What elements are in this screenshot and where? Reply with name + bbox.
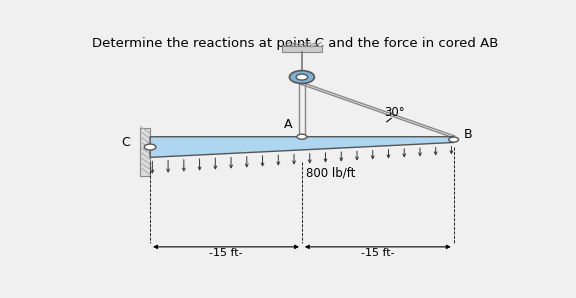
Circle shape	[145, 144, 156, 150]
Text: -15 ft-: -15 ft-	[361, 248, 395, 257]
Circle shape	[296, 74, 308, 80]
Polygon shape	[150, 137, 454, 157]
Text: Determine the reactions at point C and the force in cored AB: Determine the reactions at point C and t…	[92, 37, 498, 50]
Bar	[141, 128, 150, 176]
Bar	[282, 46, 322, 52]
Circle shape	[297, 134, 307, 139]
Circle shape	[289, 71, 314, 83]
Text: A: A	[284, 117, 293, 131]
Text: 30°: 30°	[384, 106, 405, 119]
Text: 800 lb/ft: 800 lb/ft	[306, 167, 356, 180]
Circle shape	[449, 137, 458, 142]
Text: C: C	[121, 136, 130, 149]
Text: -15 ft-: -15 ft-	[209, 248, 243, 257]
Text: B: B	[464, 128, 472, 142]
